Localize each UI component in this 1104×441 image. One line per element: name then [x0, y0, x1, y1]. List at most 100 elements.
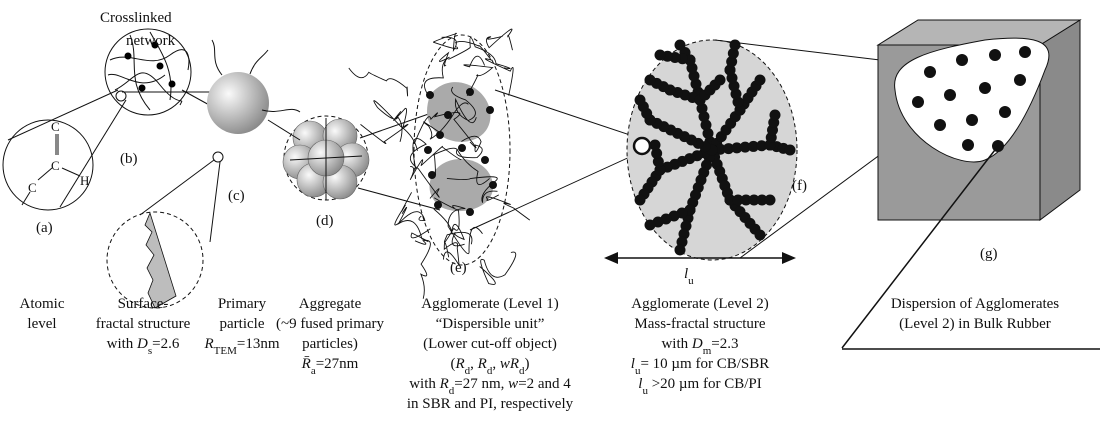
particle	[756, 140, 768, 152]
caption-line: Atomic	[20, 296, 65, 312]
crosslink	[436, 131, 444, 139]
chain	[456, 135, 483, 159]
text-part: =2.3	[711, 336, 738, 352]
agglomerate-dot	[989, 49, 1001, 61]
text-part: Dispersion of Agglomerates	[891, 296, 1059, 312]
panel-label: (e)	[450, 260, 467, 276]
particle	[674, 244, 686, 256]
agglomerate-dot	[1019, 46, 1031, 58]
caption-line: with Dm=2.3	[661, 336, 738, 357]
text-part: in SBR and PI, respectively	[407, 396, 574, 412]
particle	[651, 147, 663, 159]
caption-line: (Lower cut-off object)	[423, 336, 557, 352]
particle	[764, 194, 776, 206]
agglomerate-dot	[912, 96, 924, 108]
chain	[433, 197, 473, 245]
particle	[724, 64, 736, 76]
panel-label: (g)	[980, 246, 998, 262]
agglomerate-dot	[999, 106, 1011, 118]
labels: Crosslinked network C C C H (a)(b)(c)(d)…	[20, 10, 1060, 412]
chain	[433, 208, 465, 247]
chain	[454, 41, 514, 96]
length-label: lu	[684, 266, 694, 287]
atom: H	[80, 173, 89, 188]
agglomerate-dot	[934, 119, 946, 131]
agglomerate-dot	[962, 139, 974, 151]
particle	[698, 111, 710, 123]
agglomerate-dot	[1014, 74, 1026, 86]
text-part: R̄	[301, 356, 311, 372]
agglomerate-dot	[944, 89, 956, 101]
particle	[784, 144, 796, 156]
text-part: Surface-	[118, 296, 169, 312]
agglomerate-dot	[924, 66, 936, 78]
aggregate-chains	[634, 39, 796, 256]
polymer-chains	[348, 28, 531, 299]
particle	[696, 102, 708, 114]
particle	[700, 119, 712, 131]
crosslink	[466, 208, 474, 216]
text-part: (	[450, 356, 455, 372]
caption-line: lu= 10 µm for CB/SBR	[631, 356, 769, 377]
panel-label: (d)	[316, 213, 334, 229]
particle	[739, 141, 751, 153]
atom: C	[51, 158, 60, 173]
particle	[769, 109, 781, 121]
text-part: ,	[470, 356, 478, 372]
text-part: d	[487, 365, 493, 377]
caption-line: Aggregate	[299, 296, 362, 312]
caption-line: level	[27, 316, 56, 332]
text-part: Aggregate	[299, 296, 362, 312]
panel-label: (f)	[792, 178, 807, 194]
text-part: =13nm	[237, 336, 280, 352]
agglomerate-1	[413, 34, 511, 266]
particle	[644, 219, 656, 231]
artwork	[2, 19, 1100, 350]
text-part: R	[439, 376, 449, 392]
particle	[747, 140, 759, 152]
text-part: =2 and 4	[518, 376, 571, 392]
text-part: =2.6	[152, 336, 180, 352]
chain	[442, 242, 460, 266]
crosslinked-label: network	[126, 33, 176, 49]
text-part: >20 µm for CB/PI	[648, 376, 762, 392]
caption-line: (~9 fused primary	[276, 316, 385, 332]
text-part: l	[631, 356, 635, 372]
crosslink	[486, 106, 494, 114]
chain	[360, 107, 409, 145]
text-part: TEM	[214, 345, 237, 357]
text-part: (Level 2) in Bulk Rubber	[899, 316, 1051, 332]
text-part: with	[661, 336, 691, 352]
text-part: fractal structure	[96, 316, 191, 332]
caption-line: particles)	[302, 336, 358, 352]
text-part: ,	[492, 356, 500, 372]
particle	[723, 143, 735, 155]
caption-line: (Level 2) in Bulk Rubber	[899, 316, 1051, 332]
particle	[740, 194, 752, 206]
crosslink	[444, 111, 452, 119]
particle	[634, 194, 646, 206]
chain	[486, 28, 513, 51]
text-part: u	[642, 385, 648, 397]
text-part: (~9 fused primary	[276, 316, 385, 332]
crosslinked-label: Crosslinked	[100, 10, 172, 26]
caption-line: (Rd, Rd, wRd)	[450, 356, 529, 377]
text-part: =27nm	[316, 356, 359, 372]
particle	[754, 229, 766, 241]
text-part: m	[703, 345, 712, 357]
particle	[702, 127, 714, 139]
particle	[727, 47, 739, 59]
primary-particle	[207, 72, 269, 134]
crosslink	[481, 156, 489, 164]
text-part: (Lower cut-off object)	[423, 336, 557, 352]
text-part: d	[519, 365, 525, 377]
chain	[413, 112, 477, 148]
chain	[463, 55, 494, 97]
chain	[373, 100, 418, 151]
particle	[652, 156, 664, 168]
particle	[634, 94, 646, 106]
particle	[724, 194, 736, 206]
agglomerate-dot	[979, 82, 991, 94]
caption-line: in SBR and PI, respectively	[407, 396, 574, 412]
